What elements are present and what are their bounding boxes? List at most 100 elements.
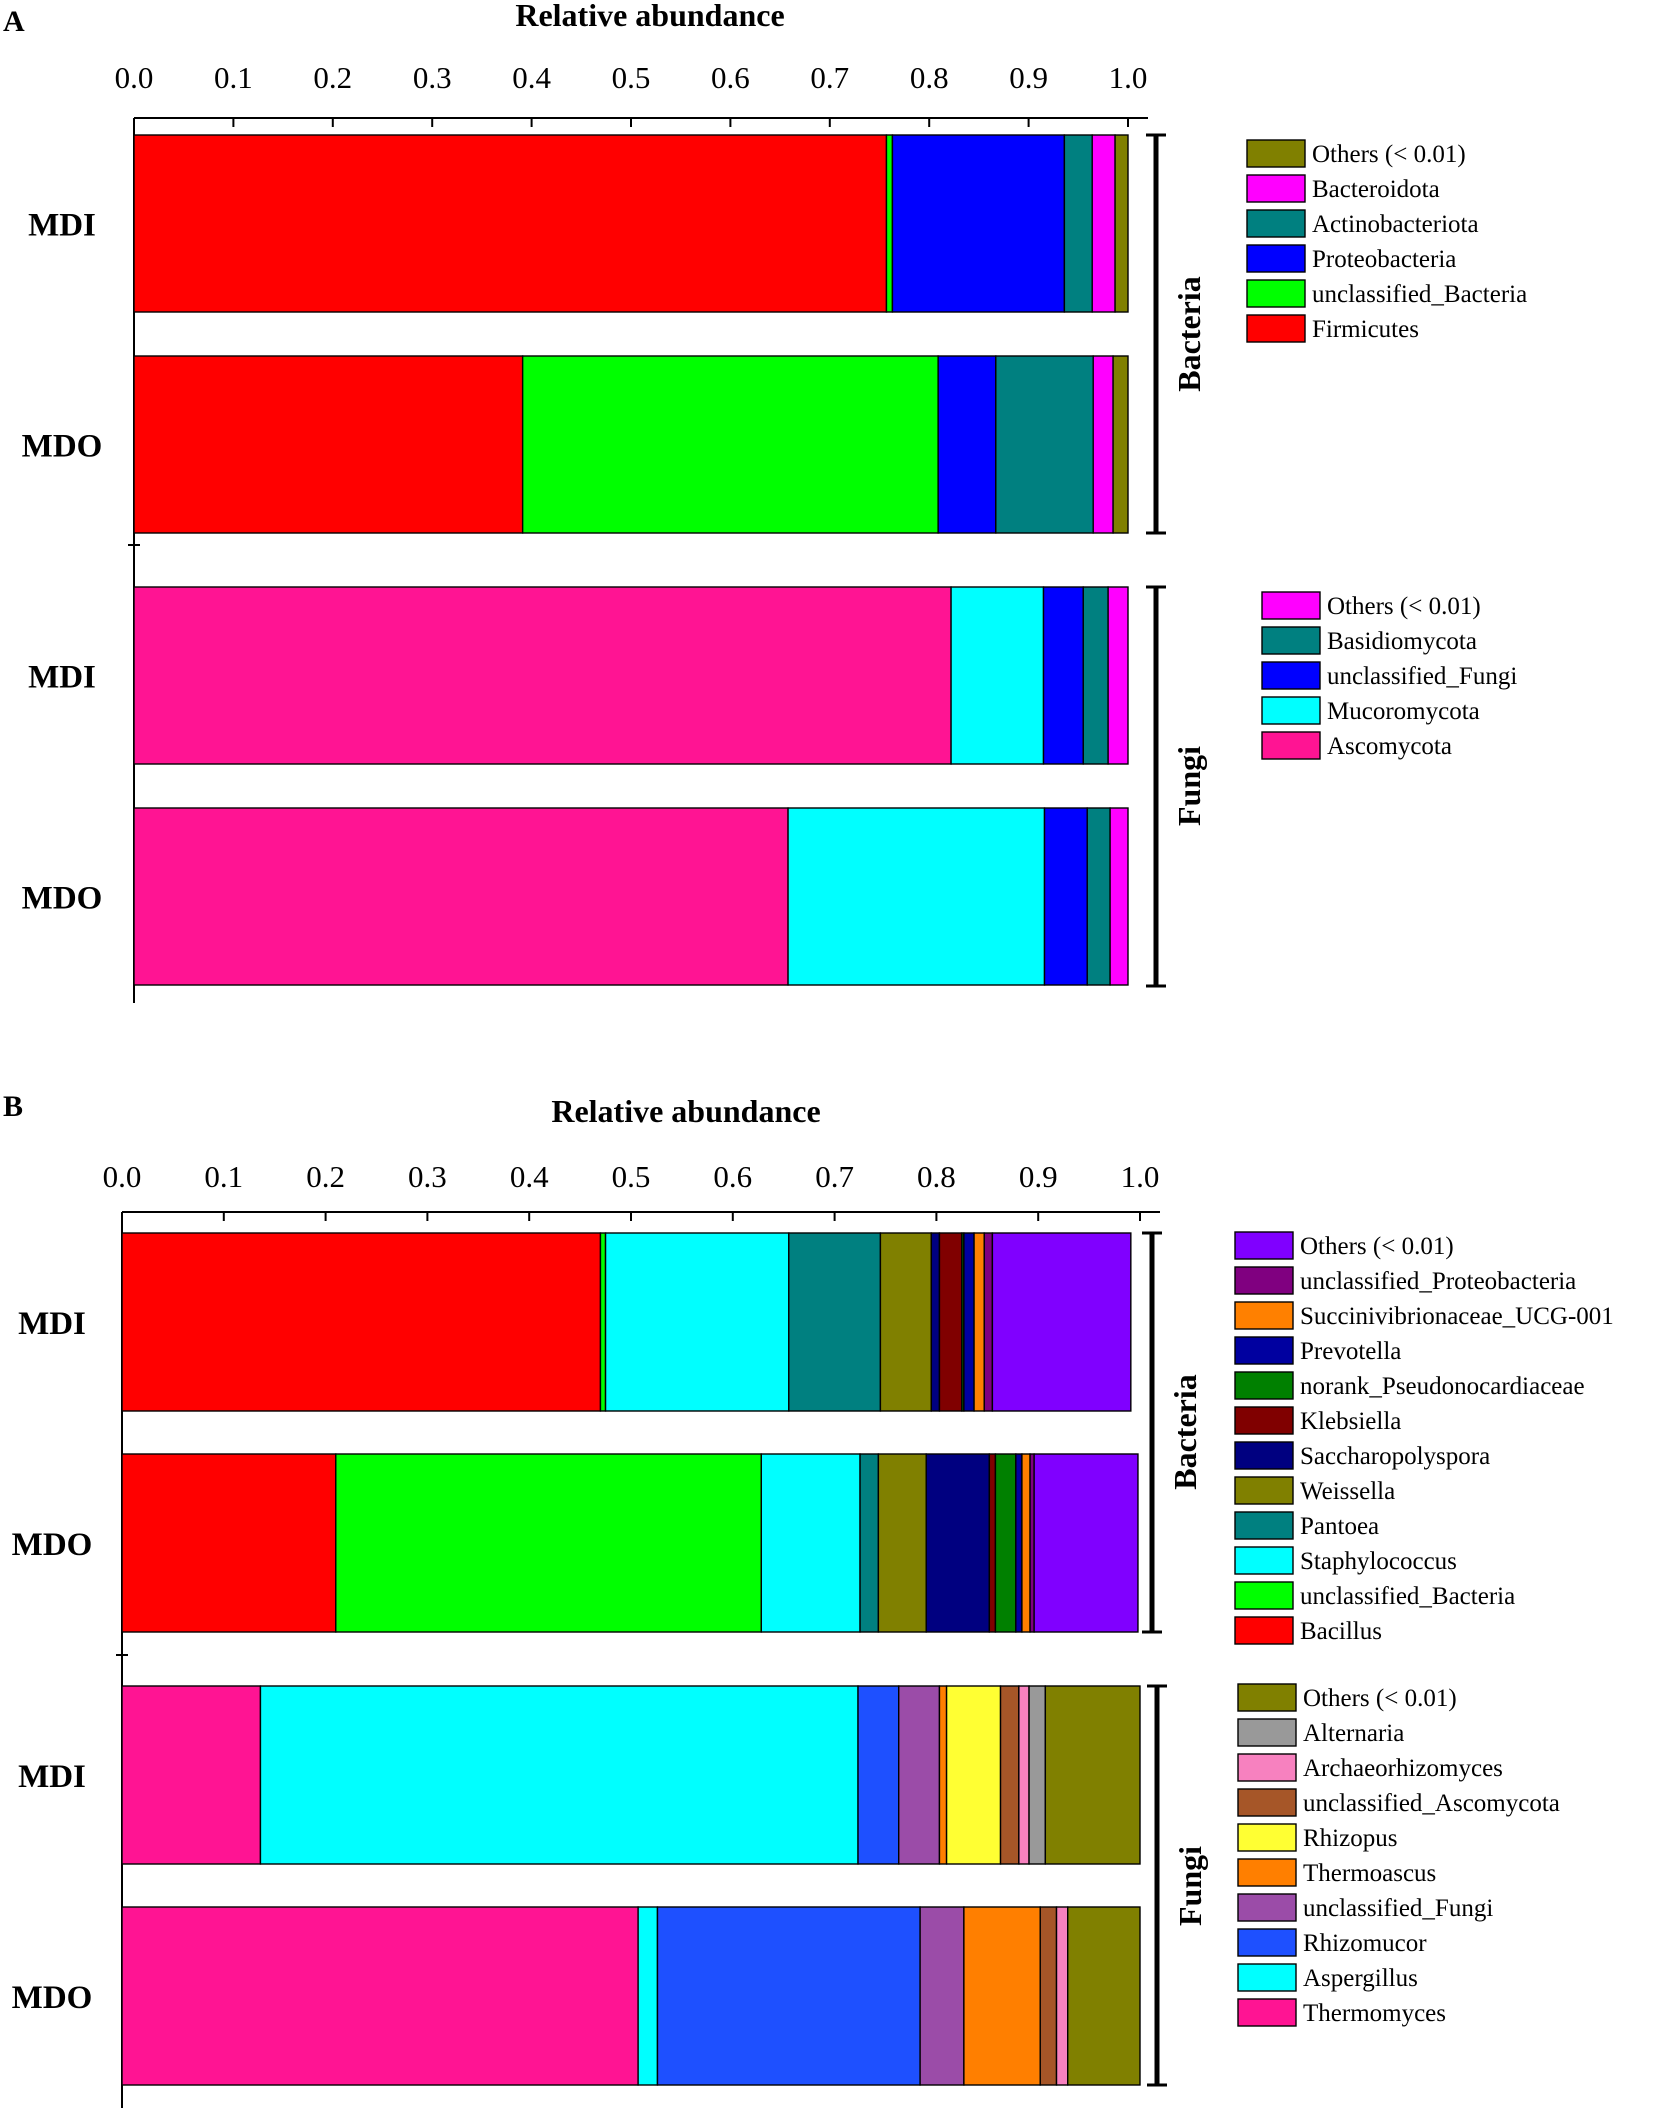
bar-segment: [891, 134, 1066, 313]
legend-label: Thermoascus: [1303, 1860, 1436, 1887]
bar-segment: [879, 1232, 933, 1412]
category-label: MDO: [22, 429, 103, 465]
bar-segment: [1021, 1453, 1031, 1633]
bar-segment: [521, 355, 939, 534]
bar-segment: [1109, 807, 1129, 986]
x-tick-label: 0.8: [917, 1159, 956, 1194]
bar-segment: [121, 1232, 602, 1412]
legend-label: Rhizomucor: [1303, 1930, 1427, 1957]
legend-label: Proteobacteria: [1312, 246, 1456, 273]
legend-swatch: [1234, 1476, 1294, 1505]
legend-label: Basidiomycota: [1327, 628, 1477, 655]
legend-swatch: [1237, 1963, 1297, 1992]
bar-segment: [1112, 355, 1129, 534]
legends: Others (< 0.01) Bacteroidota Actinobacteri…: [1246, 139, 1527, 760]
legend-swatch: [1246, 174, 1306, 203]
x-tick-label: 0.8: [910, 60, 949, 95]
bar-segment: [938, 1232, 963, 1412]
legend-swatch: [1234, 1546, 1294, 1575]
legend-swatch: [1237, 1823, 1297, 1852]
bar-segment: [925, 1453, 991, 1633]
bar-segment: [121, 1685, 262, 1865]
bar-segment: [133, 134, 888, 313]
legend-swatch: [1237, 1928, 1297, 1957]
category-labels: MDI MDO MDI MDO: [22, 208, 103, 917]
bar-segment: [857, 1685, 900, 1865]
group-brackets: Bacteria Fungi: [1146, 133, 1207, 988]
legend-label: Thermomyces: [1303, 2000, 1446, 2027]
legend-label: Klebsiella: [1300, 1408, 1401, 1435]
legend-swatch: [1234, 1336, 1294, 1365]
bar-segment: [988, 1453, 997, 1633]
legend-label: unclassified_Fungi: [1303, 1895, 1493, 1922]
legend-swatch: [1234, 1581, 1294, 1610]
bar-segment: [963, 1232, 975, 1412]
legend-swatch: [1234, 1441, 1294, 1470]
group-label: Fungi: [1171, 746, 1207, 826]
bar-segment: [945, 1685, 1002, 1865]
legend-label: Bacteroidota: [1312, 176, 1440, 203]
legend-swatch: [1261, 591, 1321, 620]
bar-segment: [787, 807, 1046, 986]
legend-swatch: [1246, 209, 1306, 238]
legend-swatch: [1237, 1683, 1297, 1712]
bar-segment: [938, 1685, 948, 1865]
legend-label: Succinivibrionaceae_UCG-001: [1300, 1303, 1614, 1330]
group-brackets: Bacteria Fungi: [1142, 1231, 1208, 2087]
legend-swatch: [1234, 1406, 1294, 1435]
bar-segment: [1039, 1906, 1058, 2086]
bar-segment: [999, 1685, 1020, 1865]
bar-segment: [930, 1232, 941, 1412]
group-label: Fungi: [1172, 1846, 1208, 1926]
legend-label: unclassified_Bacteria: [1312, 281, 1527, 308]
legend-label: Aspergillus: [1303, 1965, 1418, 1992]
bar-segment: [1044, 1685, 1141, 1865]
bar-segment: [637, 1906, 659, 2086]
bar-segment: [937, 355, 997, 534]
bar-segment: [1067, 1906, 1141, 2086]
panel-b: B Relative abundance 0.0 0.1 0.2 0.3 0.4 0.5 0…: [3, 1090, 1614, 2108]
legend-swatch: [1234, 1511, 1294, 1540]
legend-swatch: [1237, 1858, 1297, 1887]
x-tick-labels: 0.0 0.1 0.2 0.3 0.4 0.5 0.6 0.7 0.8 0.9 1.0: [103, 1159, 1160, 1194]
bar-segment: [991, 1232, 1132, 1412]
x-tick-label: 0.9: [1019, 1159, 1058, 1194]
category-labels: MDI MDO MDI MDO: [12, 1306, 93, 2016]
legend-label: Weissella: [1300, 1478, 1395, 1505]
legend-label: Ascomycota: [1327, 733, 1452, 760]
x-tick-label: 0.6: [713, 1159, 752, 1194]
bar-segment: [1018, 1685, 1030, 1865]
bar-segment: [963, 1906, 1041, 2086]
legend-label: Staphylococcus: [1300, 1548, 1457, 1575]
bar-segment: [1063, 134, 1093, 313]
x-tick-label: 0.5: [612, 1159, 651, 1194]
x-tick-label: 0.4: [510, 1159, 549, 1194]
legend-label: Saccharopolyspora: [1300, 1443, 1490, 1470]
x-axis-title: Relative abundance: [515, 0, 784, 33]
legend-swatch: [1234, 1301, 1294, 1330]
panel-label: A: [3, 5, 25, 38]
bar-segment: [1107, 586, 1129, 765]
x-tick-label: 0.1: [204, 1159, 243, 1194]
group-label: Bacteria: [1171, 276, 1207, 392]
legend-label: Prevotella: [1300, 1338, 1401, 1365]
legend-label: Others (< 0.01): [1303, 1685, 1457, 1712]
x-tick-label: 0.0: [115, 60, 154, 95]
legend-label: unclassified_Proteobacteria: [1300, 1268, 1576, 1295]
bar-segment: [121, 1453, 337, 1633]
bar-segment: [259, 1685, 859, 1865]
legend-swatch: [1237, 1788, 1297, 1817]
legend-swatch: [1237, 1753, 1297, 1782]
bar-segment: [983, 1232, 994, 1412]
legend-swatch: [1246, 244, 1306, 273]
legend-swatch: [1246, 139, 1306, 168]
legend-label: Rhizopus: [1303, 1825, 1397, 1852]
bar-segment: [1086, 807, 1111, 986]
bar-segment: [1114, 134, 1129, 313]
legend-label: Pantoea: [1300, 1513, 1379, 1540]
legend-swatch: [1234, 1371, 1294, 1400]
x-tick-label: 0.0: [103, 1159, 142, 1194]
legend-label: Others (< 0.01): [1312, 141, 1466, 168]
bar-segment: [604, 1232, 790, 1412]
legend-label: Actinobacteriota: [1312, 211, 1479, 238]
